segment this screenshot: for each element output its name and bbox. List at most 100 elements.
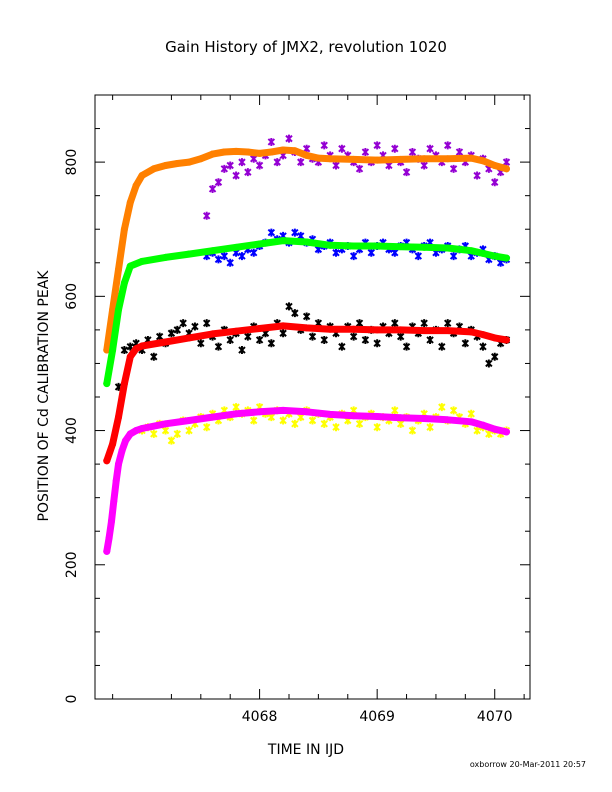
data-point	[279, 237, 287, 245]
data-point	[220, 164, 229, 173]
data-point	[267, 137, 276, 146]
data-point	[373, 412, 381, 420]
data-point	[185, 334, 193, 342]
data-point	[103, 380, 111, 388]
data-point	[479, 342, 487, 351]
data-point	[491, 252, 499, 260]
data-point	[256, 149, 264, 157]
data-point	[373, 326, 381, 334]
data-point	[103, 457, 111, 465]
data-point	[162, 420, 170, 428]
data-point	[332, 161, 340, 170]
data-point	[291, 228, 299, 237]
data-point	[402, 342, 411, 351]
data-point	[232, 171, 240, 180]
data-point	[220, 148, 228, 156]
data-point	[491, 161, 499, 169]
series-layer	[103, 134, 511, 555]
data-point	[320, 335, 328, 344]
data-point	[120, 346, 129, 355]
data-point	[449, 252, 458, 261]
data-point	[350, 325, 358, 333]
data-point	[350, 242, 358, 250]
x-tick-label: 4068	[242, 709, 278, 725]
data-point	[150, 352, 158, 361]
data-point	[107, 517, 115, 525]
data-point	[122, 437, 130, 445]
data-point	[115, 265, 123, 273]
series-4	[114, 302, 511, 391]
data-point	[279, 406, 287, 414]
data-point	[367, 248, 375, 257]
data-point	[115, 460, 123, 468]
data-point	[303, 408, 311, 416]
series-5	[103, 322, 510, 465]
data-point	[502, 165, 510, 173]
data-point	[449, 406, 458, 415]
data-point	[197, 339, 205, 348]
data-point	[350, 412, 358, 420]
plot-frame	[94, 94, 531, 700]
data-point	[326, 325, 334, 333]
x-tick-label: 4070	[477, 709, 513, 725]
data-point	[308, 332, 317, 341]
data-point	[109, 306, 117, 314]
data-point	[208, 184, 217, 193]
data-point	[291, 147, 299, 155]
data-point	[491, 425, 499, 433]
y-axis-label: POSITION OF Cd CALIBRATION PEAK	[36, 270, 52, 522]
data-point	[232, 147, 240, 155]
data-point	[291, 419, 299, 428]
data-point	[461, 339, 470, 348]
data-point	[238, 158, 246, 167]
data-point	[444, 155, 452, 163]
data-point	[126, 353, 134, 361]
data-point	[209, 247, 217, 255]
data-point	[438, 403, 446, 412]
data-point	[467, 418, 475, 426]
data-point	[285, 302, 293, 311]
data-point	[420, 161, 428, 170]
data-point	[502, 158, 511, 167]
data-point	[320, 141, 328, 150]
data-point	[408, 148, 417, 157]
data-point	[267, 228, 276, 237]
series-0	[202, 134, 511, 220]
data-point	[185, 416, 193, 424]
data-point	[426, 144, 434, 153]
data-point	[167, 329, 176, 338]
data-point	[449, 164, 458, 173]
data-point	[238, 346, 246, 355]
data-point	[485, 429, 493, 438]
data-point	[120, 279, 128, 287]
data-point	[220, 252, 229, 261]
data-point	[303, 238, 311, 246]
data-point	[355, 164, 364, 173]
data-point	[115, 413, 123, 421]
data-point	[120, 380, 128, 388]
data-point	[303, 151, 311, 159]
data-point	[479, 249, 487, 257]
data-point	[179, 319, 187, 328]
data-point	[105, 534, 113, 542]
footer-stamp: oxborrow 20-Mar-2011 20:57	[470, 760, 586, 769]
data-point	[255, 335, 264, 344]
data-point	[126, 262, 134, 270]
data-point	[250, 248, 258, 257]
data-point	[103, 346, 111, 354]
y-tick-label: 200	[64, 551, 80, 578]
data-point	[285, 134, 293, 143]
y-tick-label: 600	[64, 283, 80, 310]
data-point	[332, 248, 340, 257]
data-point	[396, 332, 405, 341]
data-point	[303, 324, 311, 332]
data-point	[173, 325, 182, 334]
data-point	[226, 161, 234, 170]
data-point	[209, 150, 217, 158]
data-point	[279, 322, 287, 330]
data-point	[173, 429, 182, 438]
data-point	[373, 141, 381, 150]
data-point	[138, 257, 146, 265]
data-point	[120, 225, 128, 233]
data-point	[443, 319, 452, 328]
